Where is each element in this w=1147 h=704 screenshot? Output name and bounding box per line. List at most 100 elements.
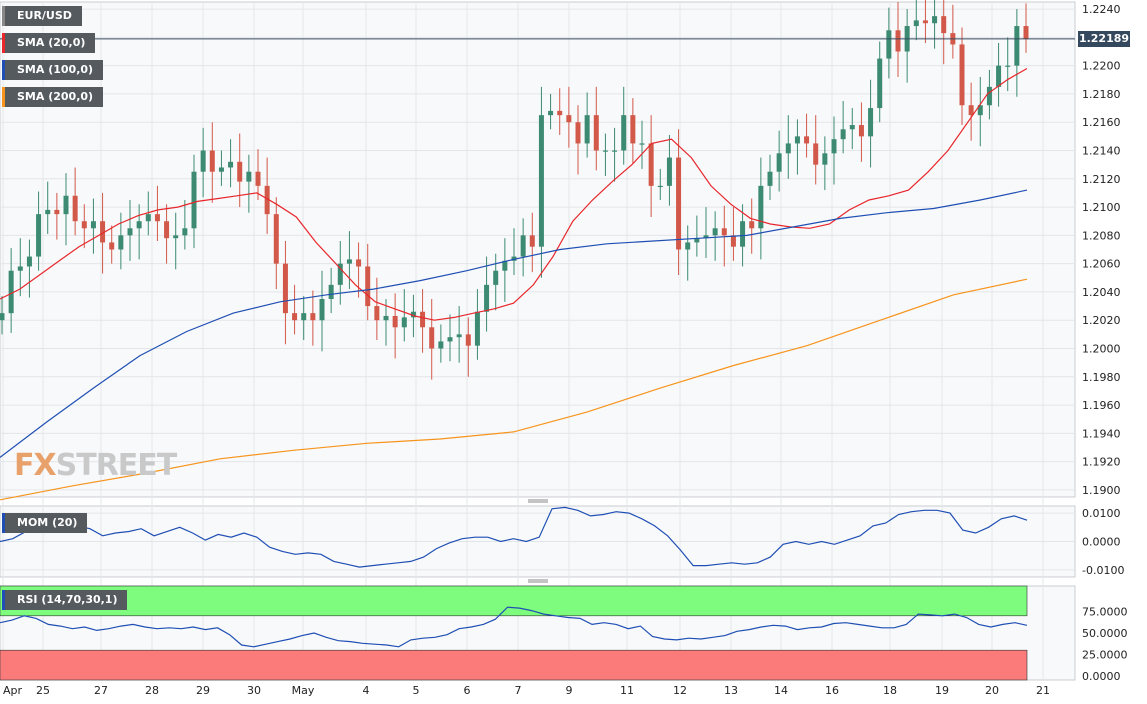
candle-body xyxy=(694,238,700,243)
candle-body xyxy=(895,30,901,52)
candle-body xyxy=(237,161,243,182)
candle-body xyxy=(822,153,828,165)
candle-body xyxy=(36,214,42,257)
candle-body xyxy=(100,221,106,243)
last-price-badge: 1.22189 xyxy=(1078,31,1130,47)
candle-body xyxy=(45,209,51,215)
candle-body xyxy=(328,284,334,299)
candle-body xyxy=(566,115,572,123)
mom-tick-label: 0.0000 xyxy=(1082,536,1121,549)
candle-body xyxy=(922,20,928,24)
candle-body xyxy=(17,266,23,271)
candle-body xyxy=(977,105,983,116)
candle-body xyxy=(54,209,60,215)
candle-body xyxy=(1005,65,1011,67)
price-tick-label: 1.1960 xyxy=(1082,399,1121,412)
candle-body xyxy=(456,334,462,338)
indicator-lines xyxy=(0,38,1075,648)
candle-body xyxy=(548,110,554,116)
x-tick-label: 13 xyxy=(724,684,738,697)
candle-body xyxy=(145,214,151,222)
symbol-tag: EUR/USD xyxy=(2,6,82,26)
candle-body xyxy=(858,125,864,137)
candle-body xyxy=(0,313,5,321)
x-tick-label: May xyxy=(292,684,315,697)
candle-body xyxy=(849,125,855,130)
candle-body xyxy=(429,327,435,349)
candle-body xyxy=(621,115,627,151)
candle-body xyxy=(730,235,736,247)
candle-body xyxy=(676,157,682,250)
candle-body xyxy=(401,317,407,328)
candle-body xyxy=(8,270,14,314)
sma100-tag[interactable]: SMA (100,0) xyxy=(2,60,104,80)
sma20-tag[interactable]: SMA (20,0) xyxy=(2,33,96,53)
mom-tag[interactable]: MOM (20) xyxy=(2,513,88,533)
axes: Apr 25 27 28 29 30 May 4 5 6 7 9 11 12 13 14 16 18 19 20 21 1… xyxy=(3,3,1128,697)
candle-body xyxy=(301,313,307,321)
price-tick-label: 1.1920 xyxy=(1082,456,1121,469)
price-tick-label: 1.2160 xyxy=(1082,116,1121,129)
candle-body xyxy=(264,185,270,215)
candle-body xyxy=(877,58,883,109)
candle-body xyxy=(118,235,124,250)
candle-body xyxy=(218,167,224,172)
candle-body xyxy=(392,315,398,328)
x-tick-label: 9 xyxy=(566,684,573,697)
candle-body xyxy=(639,143,645,145)
price-tick-label: 1.2020 xyxy=(1082,314,1121,327)
candle-body xyxy=(356,259,362,267)
candle-body xyxy=(255,171,261,186)
x-tick-label: 30 xyxy=(247,684,261,697)
candle-body xyxy=(776,153,782,172)
candle-body xyxy=(886,30,892,59)
candle-body xyxy=(648,143,654,186)
x-tick-label: 14 xyxy=(774,684,788,697)
candle-body xyxy=(685,242,691,250)
rsi-tick-label: 50.0000 xyxy=(1082,627,1128,640)
candle-body xyxy=(703,235,709,239)
candle-body xyxy=(173,235,179,239)
candle-body xyxy=(447,337,453,342)
rsi-tag[interactable]: RSI (14,70,30,1) xyxy=(2,590,128,610)
candle-body xyxy=(438,341,444,349)
candle-body xyxy=(840,129,846,140)
candle-body xyxy=(959,44,965,106)
candle-body xyxy=(968,105,974,116)
price-tick-label: 1.1940 xyxy=(1082,427,1121,440)
candle-body xyxy=(319,299,325,321)
candle-body xyxy=(81,221,87,229)
candle-body xyxy=(941,16,947,34)
rsi-tick-label: 0.0000 xyxy=(1082,670,1121,683)
candle-body xyxy=(182,228,188,236)
candle-body xyxy=(337,263,343,285)
candle-body xyxy=(831,139,837,154)
mom-tick-label: 0.0100 xyxy=(1082,507,1121,520)
candle-body xyxy=(164,221,170,239)
candle-body xyxy=(1014,26,1020,66)
candle-body xyxy=(292,313,298,321)
sma200-tag[interactable]: SMA (200,0) xyxy=(2,87,104,107)
x-tick-label: 11 xyxy=(620,684,634,697)
candle-body xyxy=(932,16,938,24)
candle-body xyxy=(420,311,426,328)
candle-body xyxy=(154,214,160,222)
candle-body xyxy=(465,334,471,346)
x-tick-label: 6 xyxy=(464,684,471,697)
mom-line xyxy=(0,506,1028,568)
grid xyxy=(0,1,1076,681)
fxstreet-logo: FXSTREET xyxy=(14,448,177,483)
price-tick-label: 1.2040 xyxy=(1082,286,1121,299)
price-panel xyxy=(0,1,1076,498)
x-tick-label: 29 xyxy=(196,684,210,697)
candle-body xyxy=(474,311,480,346)
candle-body xyxy=(538,115,544,247)
x-tick-label: 7 xyxy=(515,684,522,697)
candle-body xyxy=(282,263,288,314)
candle-body xyxy=(712,228,718,236)
candle-body xyxy=(584,115,590,144)
candle-body xyxy=(484,284,490,312)
rsi-tick-label: 25.0000 xyxy=(1082,649,1128,662)
candle-body xyxy=(520,235,526,257)
x-tick-label: 19 xyxy=(935,684,949,697)
